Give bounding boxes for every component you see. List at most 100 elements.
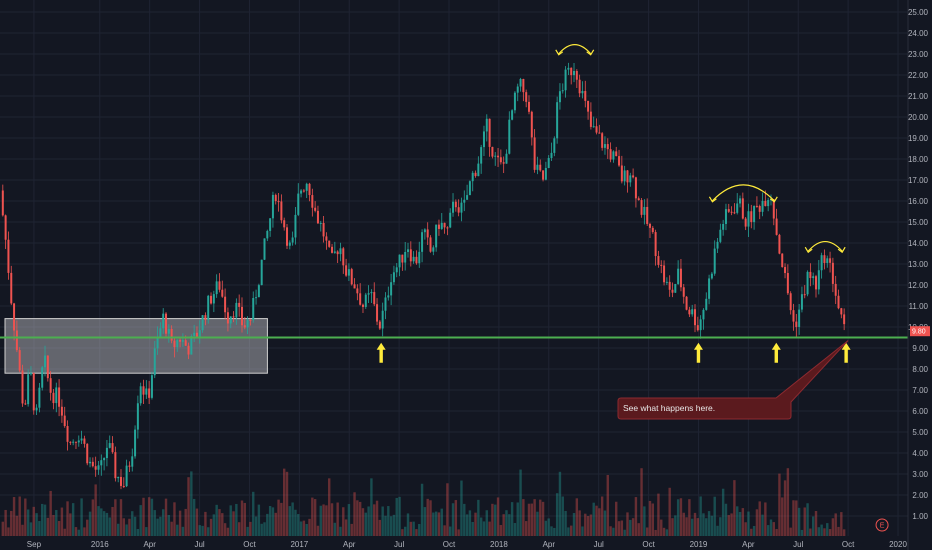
volume-bar [682,512,685,536]
volume-bar [91,499,95,536]
candle-body [660,264,663,266]
volume-bar [524,521,528,536]
candle-body [542,170,545,180]
volume-bar [142,497,145,536]
candle-body [322,222,325,237]
volume-bar [29,522,33,536]
candle-body [657,256,660,265]
volume-bar [741,508,745,536]
candle-body [710,273,713,279]
candle-body [249,319,252,321]
volume-bar [744,522,747,536]
candle-body [150,375,153,398]
earnings-event-icon[interactable]: E [875,518,889,532]
candle-body [722,223,725,230]
volume-bar [789,527,792,536]
candle-body [15,330,18,351]
candle-body [702,309,705,320]
candle-body [468,181,471,196]
volume-bar [620,520,624,536]
volume-bar [173,502,176,536]
volume-bar [150,498,154,536]
candle-body [72,441,75,443]
volume-bar [451,503,455,536]
candle-body [502,162,505,164]
volume-bar [409,521,413,536]
volume-bar [699,496,702,536]
candle-body [325,236,328,241]
volume-bar [615,501,618,536]
candle-body [415,256,418,264]
volume-bar [32,506,35,536]
candle-body [837,295,840,309]
candle-body [536,164,539,170]
volume-bar [595,505,598,536]
candle-body [176,339,179,348]
candle-body [119,476,122,486]
candle-body [761,200,764,212]
candle-body [668,281,671,290]
volume-bar [809,528,812,536]
candle-body [18,350,21,371]
candle-body [401,254,404,263]
callout-pointer [617,340,849,420]
volume-bar [449,526,452,536]
candle-body [246,319,249,328]
volume-bar [204,511,207,536]
volume-bar [60,507,64,536]
volume-bar [223,523,227,536]
candle-body [58,387,61,407]
volume-bar [268,505,272,536]
volume-bar [558,471,562,536]
volume-bar [392,514,396,536]
volume-bar [77,529,80,536]
volume-bar [654,529,657,536]
volume-bar [797,507,801,536]
time-axis[interactable]: Sep 2016 Apr Jul Oct 2017 Apr Jul Oct 2018 Apr Jul O… [27,540,908,549]
candle-body [691,309,694,315]
volume-bar [465,514,469,536]
annotation-callout[interactable]: See what happens here. [617,340,849,420]
candle-body [778,234,781,254]
candle-body [820,255,823,271]
candle-body [139,386,142,404]
volume-bar [685,517,688,536]
y-tick-label: 22.00 [908,71,929,80]
candle-body [364,294,367,307]
candle-body [29,373,32,375]
candle-body [755,205,758,207]
candle-body [145,388,148,395]
volume-bar [719,517,722,536]
volume-bar [440,508,443,536]
candle-body [491,146,494,157]
volume-bar [482,521,486,536]
candle-body [736,203,739,213]
candle-body [46,355,49,379]
candle-body [193,332,196,336]
last-price-label: 9.80 [912,329,926,336]
volume-bar [710,515,714,536]
volume-bar [367,506,370,536]
volume-bar [1,521,5,536]
candle-body [606,144,609,150]
price-axis[interactable]: 1.002.003.004.005.006.007.008.009.0010.0… [907,0,929,550]
candle-body [792,310,795,322]
candle-body [283,220,286,228]
candle-body [41,367,44,388]
volume-bar [195,508,199,536]
volume-bar [347,504,351,536]
candle-body [387,295,390,298]
candle-body [280,201,283,221]
candle-body [527,101,530,112]
candle-body [603,144,606,148]
volume-bar [634,497,638,536]
candle-body [443,222,446,228]
volume-bar [21,524,24,536]
volume-bar [66,501,69,536]
volume-bar [235,503,238,536]
volume-bar [432,512,435,536]
volume-bar [660,519,663,536]
volume-bar [834,513,837,536]
volume-bar [232,511,235,536]
